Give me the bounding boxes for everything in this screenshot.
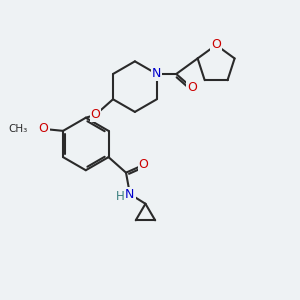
Text: O: O: [91, 108, 100, 121]
Text: O: O: [187, 81, 197, 94]
Text: CH₃: CH₃: [9, 124, 28, 134]
Text: N: N: [125, 188, 135, 201]
Text: O: O: [39, 122, 49, 135]
Text: N: N: [152, 68, 161, 80]
Text: O: O: [139, 158, 148, 171]
Text: O: O: [211, 38, 221, 52]
Text: H: H: [116, 190, 124, 202]
